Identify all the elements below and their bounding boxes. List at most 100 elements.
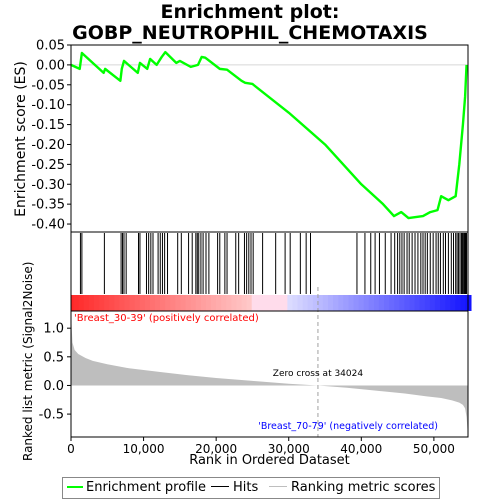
es-y-tick-label: -0.30	[31, 178, 65, 193]
x-tick-label: 10,000	[123, 442, 165, 456]
gradient-segment	[297, 295, 304, 311]
gradient-segment	[277, 295, 284, 311]
gradient-segment	[343, 295, 350, 311]
gradient-segment	[460, 295, 467, 311]
es-y-tick-label: -0.25	[31, 158, 65, 173]
legend-metric-label: Ranking metric scores	[291, 480, 436, 495]
gradient-segment	[226, 295, 233, 311]
gradient-segment	[434, 295, 441, 311]
gradient-segment	[455, 295, 462, 311]
x-axis-label: Rank in Ordered Dataset	[189, 453, 350, 468]
es-panel	[70, 50, 468, 220]
gradient-segment	[404, 295, 411, 311]
gradient-segment	[394, 295, 401, 311]
gradient-segment	[353, 295, 360, 311]
gradient-segment	[424, 295, 431, 311]
gradient-segment	[333, 295, 340, 311]
legend-hits-label: Hits	[233, 480, 259, 495]
gradient-segment	[231, 295, 238, 311]
gradient-segment	[99, 295, 106, 311]
gradient-segment	[175, 295, 182, 311]
gradient-segment	[368, 295, 375, 311]
gradient-segment	[144, 295, 151, 311]
es-y-tick-label: -0.35	[31, 198, 65, 213]
gradient-segment	[322, 295, 329, 311]
metric-y-tick-label: 1.0	[43, 322, 64, 337]
gradient-segment	[149, 295, 156, 311]
gradient-segment	[399, 295, 406, 311]
zero-cross-label: Zero cross at 34024	[273, 369, 364, 379]
gradient-segment	[78, 295, 85, 311]
gradient-segment	[414, 295, 421, 311]
gradient-segment	[180, 295, 187, 311]
gradient-segment	[134, 295, 141, 311]
gradient-segment	[440, 295, 447, 311]
es-y-axis-label: Enrichment score (ES)	[13, 61, 29, 217]
gradient-segment	[272, 295, 279, 311]
gradient-segment	[302, 295, 309, 311]
gradient-segment	[104, 295, 111, 311]
gradient-bar	[71, 295, 472, 311]
gradient-segment	[83, 295, 90, 311]
legend: Enrichment profile Hits Ranking metric s…	[62, 477, 440, 499]
gradient-segment	[190, 295, 197, 311]
gradient-segment	[307, 295, 314, 311]
gradient-segment	[195, 295, 202, 311]
gradient-segment	[384, 295, 391, 311]
chart-title-line2: GOBP_NEUTROPHIL_CHEMOTAXIS	[72, 22, 428, 44]
axes: 0.050.00-0.05-0.10-0.15-0.20-0.25-0.30-0…	[31, 39, 469, 456]
metric-y-tick-label: 0.0	[43, 379, 64, 394]
gradient-segment	[312, 295, 319, 311]
gradient-segment	[445, 295, 452, 311]
gradient-segment	[261, 295, 268, 311]
gradient-segment	[429, 295, 436, 311]
gradient-segment	[358, 295, 365, 311]
gradient-segment	[109, 295, 116, 311]
x-tick-label: 50,000	[413, 442, 455, 456]
gradient-segment	[139, 295, 146, 311]
gradient-segment	[328, 295, 335, 311]
metric-panel: 'Breast_30-39' (positively correlated) Ze…	[71, 287, 468, 437]
x-tick-label: 30,000	[268, 442, 310, 456]
gradient-segment	[292, 295, 299, 311]
gradient-segment	[73, 295, 80, 311]
gradient-segment	[221, 295, 228, 311]
gradient-segment	[241, 295, 248, 311]
gradient-segment	[185, 295, 192, 311]
es-y-tick-label: 0.05	[36, 39, 65, 54]
metric-y-tick-label: 0.5	[43, 350, 64, 365]
legend-hits-swatch	[211, 486, 229, 487]
gradient-segment	[409, 295, 416, 311]
gradient-segment	[216, 295, 223, 311]
metric-panel-border	[70, 310, 469, 438]
legend-metric-swatch	[269, 486, 287, 487]
gradient-segment	[155, 295, 162, 311]
gradient-segment	[93, 295, 100, 311]
metric-y-axis-label: Ranked list metric (Signal2Noise)	[21, 261, 35, 461]
gradient-segment	[251, 295, 258, 311]
es-y-tick-label: 0.00	[36, 58, 65, 73]
gradient-segment	[363, 295, 370, 311]
gradient-segment	[338, 295, 345, 311]
gradient-segment	[256, 295, 263, 311]
gradient-segment	[378, 295, 385, 311]
ranking-metric-area	[71, 313, 468, 436]
gradient-segment	[124, 295, 131, 311]
legend-enrichment-label: Enrichment profile	[86, 480, 206, 495]
gradient-segment	[165, 295, 172, 311]
x-tick-label: 0	[67, 442, 75, 456]
x-tick-label: 40,000	[340, 442, 382, 456]
gradient-segment	[129, 295, 136, 311]
legend-enrichment-swatch	[67, 486, 83, 488]
negative-correlated-label: 'Breast_70-79' (negatively correlated)	[258, 421, 438, 432]
gradient-segment	[160, 295, 167, 311]
es-y-tick-label: -0.40	[31, 218, 65, 233]
gradient-segment	[114, 295, 121, 311]
gradient-segment	[348, 295, 355, 311]
hits-panel	[79, 233, 468, 294]
es-y-tick-label: -0.20	[31, 138, 65, 153]
gradient-segment	[389, 295, 396, 311]
gradient-segment	[450, 295, 457, 311]
es-y-tick-label: -0.15	[31, 118, 65, 133]
